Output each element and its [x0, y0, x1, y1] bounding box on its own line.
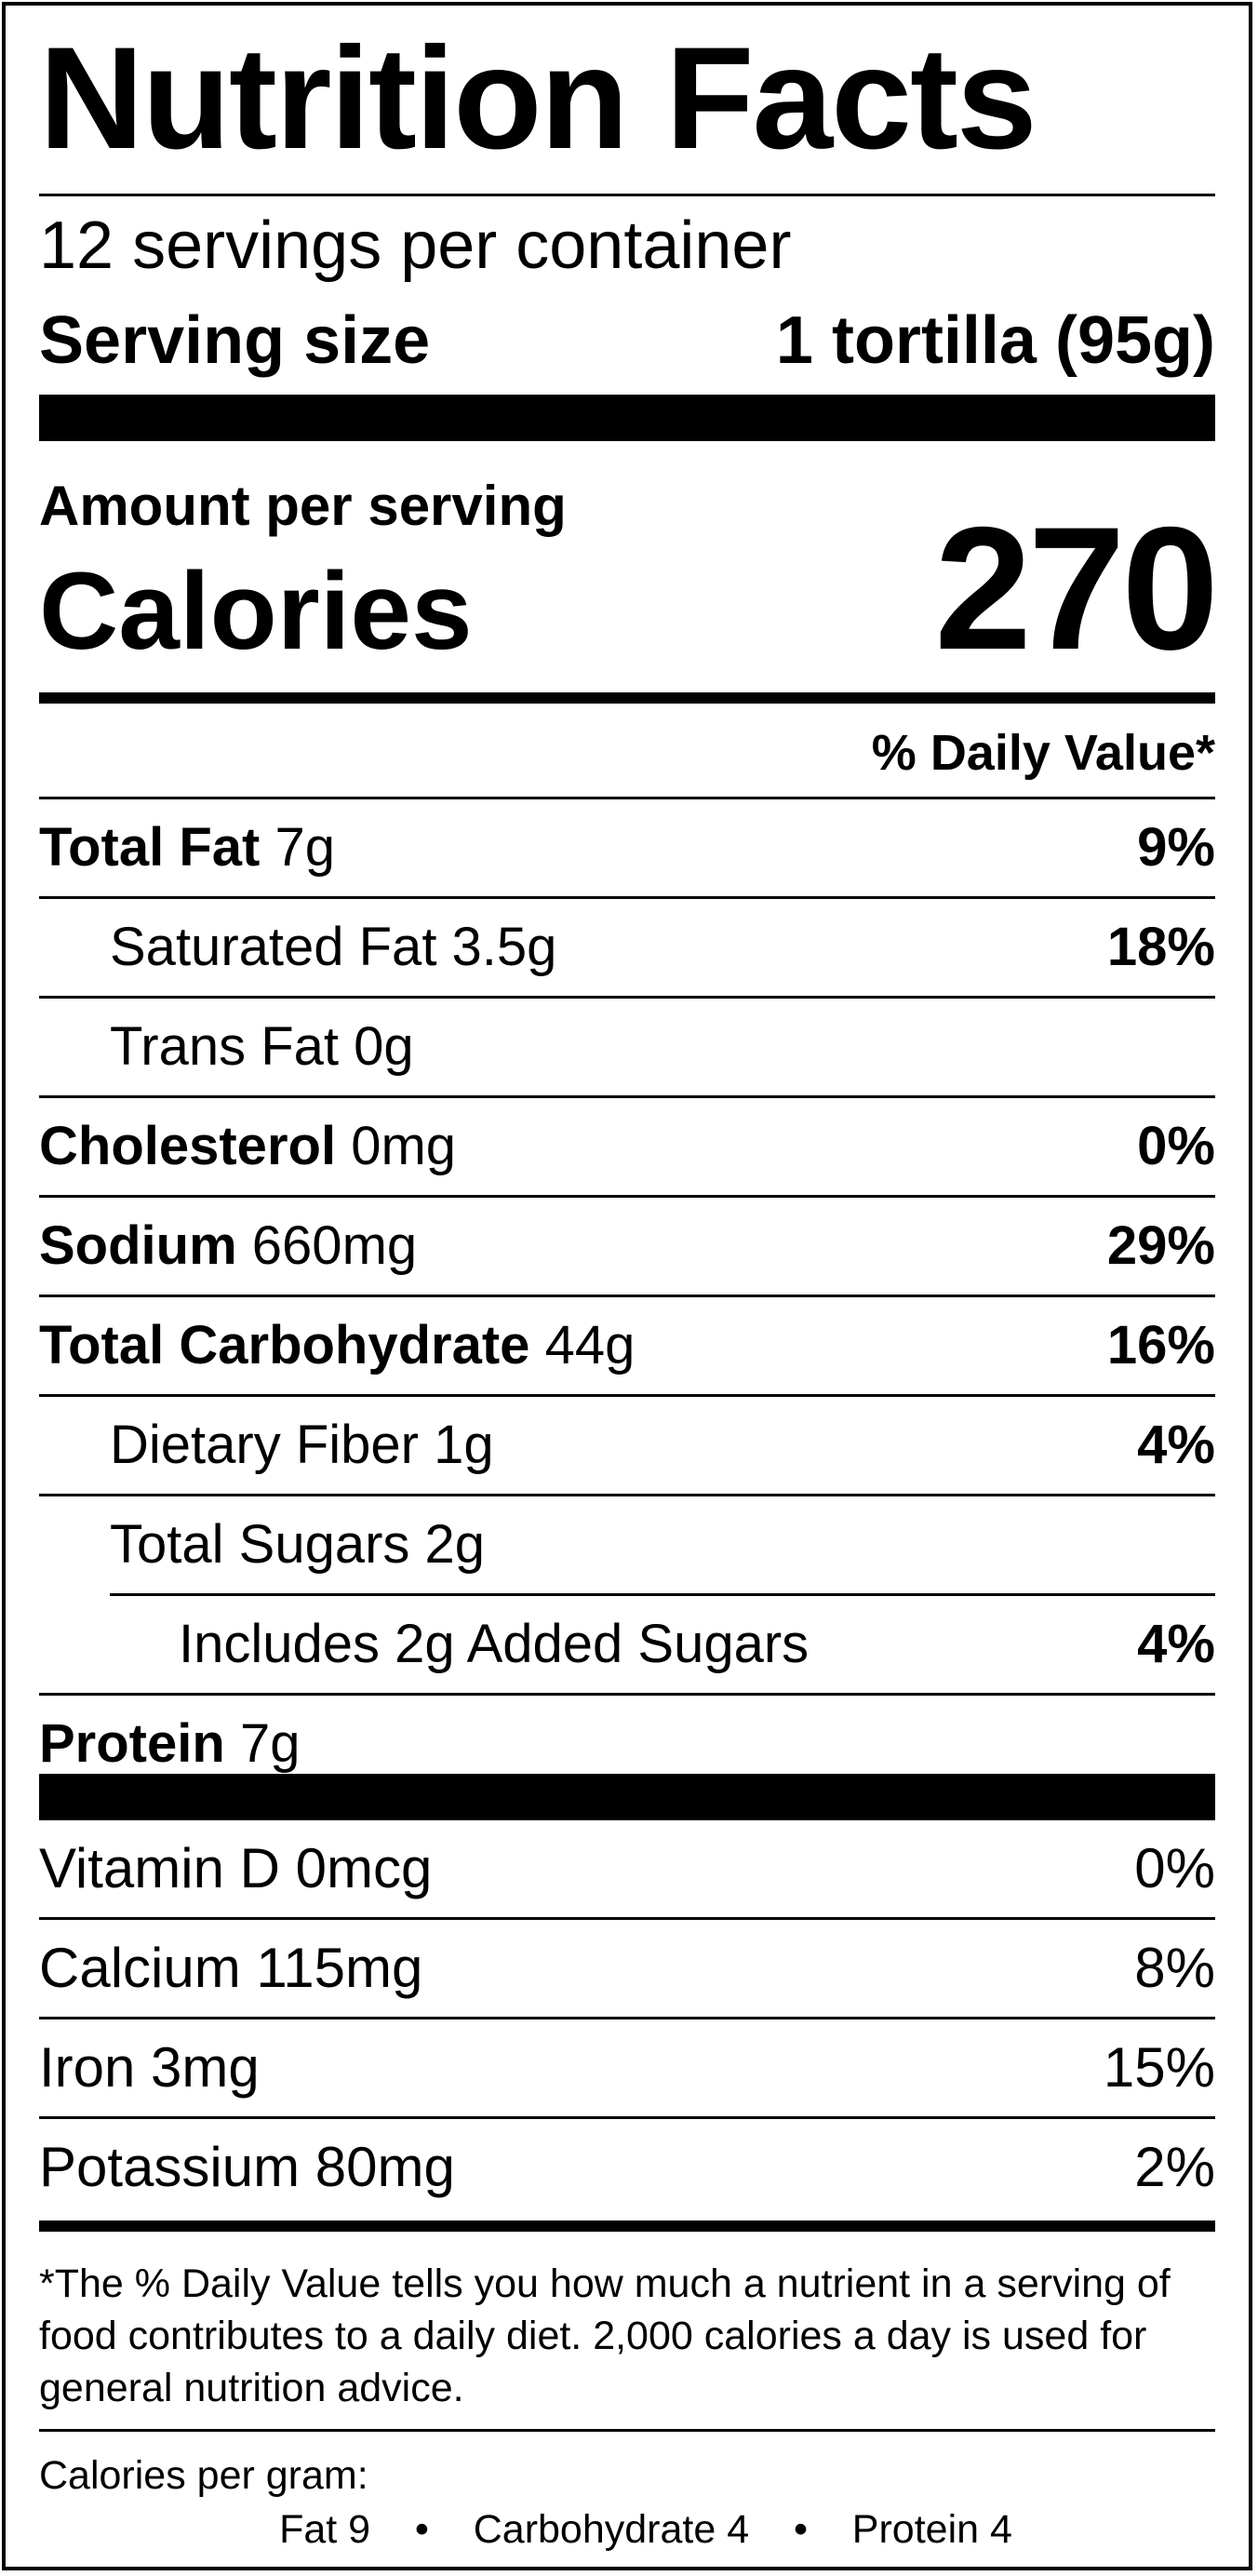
nutrient-name: Total Fat: [39, 817, 261, 878]
nutrient-row-protein: Protein 7g: [39, 1696, 1215, 1792]
amount-per-serving: Amount per serving: [39, 475, 567, 537]
vitamin-row-iron: Iron 3mg 15%: [39, 2019, 1215, 2116]
nutrient-name: Cholesterol: [39, 1116, 337, 1176]
nutrient-name: Total Sugars 2g: [110, 1514, 486, 1575]
divider: [110, 1593, 1215, 1596]
cpg-carbohydrate: Carbohydrate 4: [473, 2507, 750, 2552]
nutrient-row-total-sugars: Total Sugars 2g: [39, 1496, 1215, 1593]
divider: [39, 2429, 1215, 2432]
bullet-separator: •: [793, 2507, 808, 2552]
divider: [39, 896, 1215, 899]
divider: [39, 1095, 1215, 1098]
nutrient-amount: 7g: [239, 1713, 301, 1774]
label-title: Nutrition Facts: [39, 18, 1037, 180]
nutrient-row-cholesterol: Cholesterol 0mg 0%: [39, 1098, 1215, 1195]
thick-divider: [39, 395, 1215, 441]
serving-size-label: Serving size: [39, 303, 431, 378]
nutrient-name: Total Carbohydrate: [39, 1315, 530, 1375]
nutrient-amount: 44g: [544, 1315, 636, 1375]
nutrient-list: Total Fat 7g 9% Saturated Fat 3.5g 18% T…: [39, 799, 1215, 1792]
vitamin-row-vitamin-d: Vitamin D 0mcg 0%: [39, 1820, 1215, 1917]
nutrient-amount: 0mg: [351, 1116, 457, 1176]
divider: [39, 1195, 1215, 1198]
calories-value: 270: [934, 490, 1219, 686]
serving-size-value: 1 tortilla (95g): [775, 303, 1215, 378]
divider: [39, 194, 1215, 196]
vitamin-daily-value: 0%: [1134, 1837, 1215, 1899]
divider: [39, 1693, 1215, 1696]
vitamin-name: Calcium 115mg: [39, 1937, 423, 1999]
cpg-fat: Fat 9: [279, 2507, 371, 2552]
vitamin-name: Vitamin D 0mcg: [39, 1837, 433, 1899]
calories-per-gram: Calories per gram: Fat 9 • Carbohydrate …: [39, 2449, 1215, 2556]
calories-per-gram-values: Fat 9 • Carbohydrate 4 • Protein 4: [39, 2502, 1215, 2556]
nutrient-name: Dietary Fiber 1g: [110, 1415, 494, 1475]
divider: [39, 1295, 1215, 1297]
vitamin-daily-value: 8%: [1134, 1937, 1215, 1999]
vitamin-list: Vitamin D 0mcg 0% Calcium 115mg 8% Iron …: [39, 1820, 1215, 2216]
daily-value-header: % Daily Value*: [871, 725, 1215, 781]
divider: [39, 1917, 1215, 1920]
nutrient-row-added-sugars: Includes 2g Added Sugars 4%: [39, 1596, 1215, 1693]
divider: [39, 996, 1215, 999]
vitamin-row-potassium: Potassium 80mg 2%: [39, 2119, 1215, 2216]
divider: [39, 1494, 1215, 1496]
daily-value-footnote: *The % Daily Value tells you how much a …: [39, 2261, 1171, 2410]
cpg-protein: Protein 4: [851, 2507, 1012, 2552]
nutrient-row-saturated-fat: Saturated Fat 3.5g 18%: [39, 899, 1215, 996]
divider: [39, 2116, 1215, 2119]
vitamin-name: Iron 3mg: [39, 2036, 260, 2099]
nutrient-row-total-carbohydrate: Total Carbohydrate 44g 16%: [39, 1297, 1215, 1394]
nutrient-daily-value: 0%: [1137, 1116, 1215, 1176]
nutrient-amount: 660mg: [251, 1215, 418, 1276]
nutrient-row-sodium: Sodium 660mg 29%: [39, 1198, 1215, 1295]
nutrient-name: Protein: [39, 1713, 225, 1774]
nutrient-daily-value: 9%: [1137, 817, 1215, 878]
medium-divider: [39, 692, 1215, 704]
vitamin-daily-value: 15%: [1103, 2036, 1215, 2099]
serving-size-row: Serving size 1 tortilla (95g): [39, 303, 1215, 378]
nutrient-daily-value: 16%: [1106, 1315, 1215, 1375]
divider: [39, 1394, 1215, 1397]
nutrient-daily-value: 29%: [1106, 1215, 1215, 1276]
nutrient-row-total-fat: Total Fat 7g 9%: [39, 799, 1215, 896]
nutrient-name: Includes 2g Added Sugars: [179, 1614, 810, 1674]
calories-label: Calories: [39, 550, 473, 673]
label-content: Nutrition Facts 12 servings per containe…: [39, 6, 1219, 2567]
nutrient-name: Trans Fat 0g: [110, 1016, 414, 1077]
medium-divider: [39, 2220, 1215, 2232]
nutrient-daily-value: 4%: [1137, 1614, 1215, 1674]
nutrient-name: Sodium: [39, 1215, 237, 1276]
nutrient-daily-value: 4%: [1137, 1415, 1215, 1475]
vitamin-name: Potassium 80mg: [39, 2136, 455, 2198]
nutrient-row-trans-fat: Trans Fat 0g: [39, 999, 1215, 1095]
servings-per-container: 12 servings per container: [39, 208, 792, 283]
thick-divider: [39, 1774, 1215, 1820]
vitamin-daily-value: 2%: [1134, 2136, 1215, 2198]
nutrient-daily-value: 18%: [1106, 917, 1215, 977]
bullet-separator: •: [414, 2507, 429, 2552]
nutrient-name: Saturated Fat 3.5g: [110, 917, 557, 977]
divider: [39, 2017, 1215, 2019]
calories-row: Calories 270: [39, 501, 1219, 676]
vitamin-row-calcium: Calcium 115mg 8%: [39, 1920, 1215, 2017]
nutrient-amount: 7g: [274, 817, 335, 878]
nutrient-row-dietary-fiber: Dietary Fiber 1g 4%: [39, 1397, 1215, 1494]
calories-per-gram-label: Calories per gram:: [39, 2453, 368, 2498]
divider: [39, 797, 1215, 799]
